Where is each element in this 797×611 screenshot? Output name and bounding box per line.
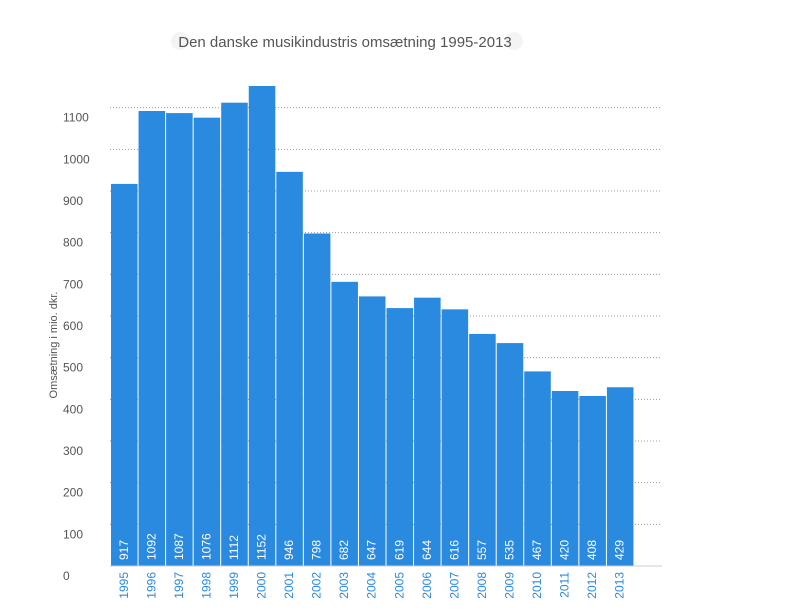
data-labels: 917 1092 1087 1076 1112 1152 946 798 682 647 619 64… <box>117 533 627 560</box>
data-label-2012: 408 <box>585 540 599 560</box>
bar-2008 <box>469 333 496 566</box>
x-tick-2004: 2004 <box>365 572 379 599</box>
data-label-2004: 647 <box>365 540 379 560</box>
data-label-1998: 1076 <box>199 533 213 560</box>
x-tick-2008: 2008 <box>475 572 489 599</box>
title-decoration-left <box>171 32 189 50</box>
x-tick-1996: 1996 <box>144 572 158 599</box>
data-label-2005: 619 <box>392 540 406 560</box>
data-label-2003: 682 <box>337 540 351 560</box>
data-label-1997: 1087 <box>172 533 186 560</box>
x-tick-2009: 2009 <box>502 572 516 599</box>
data-label-1995: 917 <box>117 540 131 560</box>
y-tick-1000: 1000 <box>63 152 90 166</box>
bar-2009 <box>496 343 524 566</box>
x-tick-1998: 1998 <box>199 572 213 599</box>
x-tick-2005: 2005 <box>392 572 406 599</box>
bar-2007 <box>441 309 469 566</box>
x-tick-2007: 2007 <box>447 572 461 599</box>
y-tick-300: 300 <box>63 444 83 458</box>
y-tick-500: 500 <box>63 361 83 375</box>
bar-1995 <box>111 183 138 566</box>
x-tick-1995: 1995 <box>117 572 131 599</box>
y-axis-ticks: 0 100 200 300 400 500 600 700 800 900 1000 1100 <box>63 111 90 583</box>
x-tick-2010: 2010 <box>530 572 544 599</box>
bar-2013 <box>606 387 634 566</box>
bar-2012 <box>579 396 606 566</box>
x-tick-2011: 2011 <box>558 572 572 598</box>
x-tick-1999: 1999 <box>227 572 241 599</box>
x-tick-2002: 2002 <box>310 572 324 599</box>
y-tick-800: 800 <box>63 236 83 250</box>
x-tick-2000: 2000 <box>255 572 269 599</box>
bar-2002 <box>303 233 331 566</box>
y-axis-label: Omsætning i mio. dkr. <box>48 292 60 399</box>
data-label-2007: 616 <box>447 540 461 560</box>
bar-1998 <box>193 117 221 567</box>
y-tick-1100: 1100 <box>63 111 89 125</box>
x-tick-2006: 2006 <box>420 572 434 599</box>
data-label-2010: 467 <box>530 540 544 560</box>
chart-title: Den danske musikindustris omsætning 1995… <box>178 34 512 51</box>
title-decoration-right <box>505 32 523 50</box>
y-tick-600: 600 <box>63 319 83 333</box>
bar-1997 <box>166 113 193 566</box>
y-tick-700: 700 <box>63 277 83 291</box>
y-tick-100: 100 <box>63 527 83 541</box>
data-label-2002: 798 <box>310 540 324 560</box>
bars <box>111 86 634 567</box>
data-label-2000: 1152 <box>255 534 269 560</box>
bar-2006 <box>414 297 441 566</box>
x-tick-1997: 1997 <box>172 572 186 599</box>
x-axis-ticks: 1995 1996 1997 1998 1999 2000 2001 2002 2003 2004… <box>117 572 627 599</box>
y-tick-400: 400 <box>63 402 83 416</box>
data-label-2009: 535 <box>502 540 516 560</box>
x-tick-2012: 2012 <box>585 572 599 599</box>
grid-lines <box>110 107 662 525</box>
x-tick-2001: 2001 <box>282 572 296 599</box>
x-tick-2003: 2003 <box>337 572 351 599</box>
bar-2001 <box>276 171 303 567</box>
data-label-2013: 429 <box>613 540 627 560</box>
data-label-2011: 420 <box>558 540 572 560</box>
bar-2004 <box>358 296 386 566</box>
bar-2003 <box>331 281 358 566</box>
bar-2000 <box>248 86 276 566</box>
data-label-2008: 557 <box>475 540 489 560</box>
y-tick-900: 900 <box>63 194 83 208</box>
chart-title-group: Den danske musikindustris omsætning 1995… <box>171 32 523 51</box>
y-tick-200: 200 <box>63 486 83 500</box>
bar-2005 <box>386 308 414 566</box>
y-tick-0: 0 <box>63 569 70 583</box>
data-label-1999: 1112 <box>227 535 241 560</box>
data-label-2006: 644 <box>420 540 434 560</box>
bar-2011 <box>551 391 579 566</box>
data-label-1996: 1092 <box>144 533 158 560</box>
bar-2010 <box>524 371 551 566</box>
x-tick-2013: 2013 <box>613 572 627 599</box>
bar-1999 <box>221 102 248 567</box>
bar-1996 <box>138 111 166 566</box>
data-label-2001: 946 <box>282 540 296 560</box>
